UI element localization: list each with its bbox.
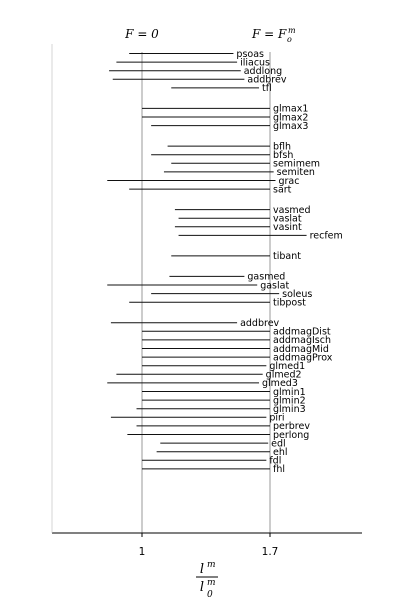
bar-label-vaslat: vaslat xyxy=(273,214,302,225)
reference-lines xyxy=(141,52,271,533)
header-f-zero: F = 0 xyxy=(124,27,159,41)
bar-label-vasmed: vasmed xyxy=(273,205,311,216)
bar-label-perbrev: perbrev xyxy=(273,421,310,432)
bar-label-bfsh: bfsh xyxy=(273,150,293,161)
bar-label-addmagDist: addmagDist xyxy=(273,327,331,338)
bar-label-edl: edl xyxy=(271,438,286,449)
bars-group xyxy=(107,53,307,470)
x-label-denominator-sub: 0 xyxy=(207,590,213,600)
bar-label-bflh: bflh xyxy=(273,141,291,152)
bar-label-glmed1: glmed1 xyxy=(269,361,305,372)
bar-label-glmed3: glmed3 xyxy=(262,378,298,389)
x-label-denominator-sup: m xyxy=(207,578,216,588)
x-label-numerator: l xyxy=(200,562,204,577)
x-label-numerator-sup: m xyxy=(207,560,216,570)
header-f-max: F = F xyxy=(251,27,287,41)
bar-label-semimem: semimem xyxy=(273,159,320,170)
bar-label-psoas: psoas xyxy=(236,49,264,60)
bar-label-glmax2: glmax2 xyxy=(273,112,308,123)
bar-label-glmax3: glmax3 xyxy=(273,121,308,132)
bar-label-addmagIsch: addmagIsch xyxy=(273,335,331,346)
bar-label-piri: piri xyxy=(269,413,284,424)
bar-label-glmax1: glmax1 xyxy=(273,104,308,115)
bar-label-grac: grac xyxy=(278,176,299,187)
bar-label-sart: sart xyxy=(273,184,292,195)
bar-label-semiten: semiten xyxy=(277,167,315,178)
header-f-max-sub: o xyxy=(287,35,292,44)
bar-label-vasint: vasint xyxy=(273,222,302,233)
bar-label-tibpost: tibpost xyxy=(273,298,306,309)
bar-label-gaslat: gaslat xyxy=(260,280,289,291)
x-tick-label-0: 1 xyxy=(139,546,146,558)
bar-label-fdl: fdl xyxy=(269,456,281,467)
bar-label-addlong: addlong xyxy=(244,66,282,77)
x-axis: 1 1.7 l ml m 0 xyxy=(51,44,362,600)
bar-label-addbrev: addbrev xyxy=(240,318,279,329)
bar-label-glmed2: glmed2 xyxy=(266,370,302,381)
bar-label-tfl: tfl xyxy=(262,83,272,94)
bar-label-glmin1: glmin1 xyxy=(273,387,306,398)
bar-label-soleus: soleus xyxy=(282,289,312,300)
header-f-max-sup: m xyxy=(288,26,296,35)
bar-label-addbrev: addbrev xyxy=(247,75,286,86)
bar-label-addmagProx: addmagProx xyxy=(273,352,333,363)
bar-label-tibant: tibant xyxy=(273,251,301,262)
bar-labels-group: psoasiliacusaddlongaddbrevtflglmax1glmax… xyxy=(236,49,342,475)
bar-label-fhl: fhl xyxy=(273,464,285,475)
bar-label-perlong: perlong xyxy=(273,430,309,441)
bar-label-recfem: recfem xyxy=(310,231,343,242)
bar-label-ehl: ehl xyxy=(273,447,288,458)
bar-label-addmagMid: addmagMid xyxy=(273,344,329,355)
x-tick-label-1: 1.7 xyxy=(262,546,279,558)
bar-label-glmin2: glmin2 xyxy=(273,395,306,406)
bar-label-iliacus: iliacus xyxy=(240,57,270,68)
bar-label-gasmed: gasmed xyxy=(247,272,285,283)
x-label-denominator: l xyxy=(200,580,204,595)
bar-label-glmin3: glmin3 xyxy=(273,404,306,415)
